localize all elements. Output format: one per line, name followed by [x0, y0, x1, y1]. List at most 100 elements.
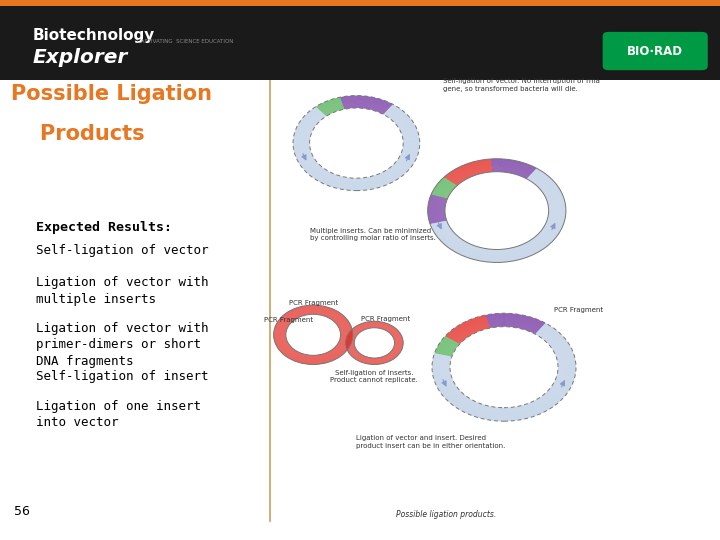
Wedge shape: [328, 352, 334, 360]
Wedge shape: [516, 407, 521, 420]
Wedge shape: [297, 126, 312, 131]
Wedge shape: [343, 97, 348, 109]
Wedge shape: [297, 125, 313, 130]
Wedge shape: [323, 103, 332, 113]
Wedge shape: [356, 355, 362, 360]
Wedge shape: [337, 345, 348, 349]
Wedge shape: [464, 322, 474, 333]
Wedge shape: [513, 247, 518, 260]
Wedge shape: [392, 166, 405, 174]
Wedge shape: [331, 312, 339, 320]
Wedge shape: [388, 354, 395, 359]
Wedge shape: [340, 339, 352, 340]
Wedge shape: [369, 322, 371, 328]
Wedge shape: [341, 330, 352, 332]
Wedge shape: [376, 321, 377, 328]
Wedge shape: [387, 107, 398, 117]
Wedge shape: [542, 329, 555, 339]
Wedge shape: [434, 377, 451, 381]
Wedge shape: [487, 315, 491, 328]
Wedge shape: [350, 351, 358, 355]
Wedge shape: [366, 357, 369, 363]
Wedge shape: [499, 408, 500, 421]
Wedge shape: [548, 203, 565, 205]
Wedge shape: [365, 357, 368, 363]
Wedge shape: [274, 338, 286, 339]
Wedge shape: [453, 241, 464, 251]
Wedge shape: [332, 313, 341, 320]
Wedge shape: [312, 168, 323, 177]
Wedge shape: [508, 313, 509, 327]
Wedge shape: [480, 248, 485, 261]
Wedge shape: [401, 129, 417, 133]
Wedge shape: [358, 96, 359, 108]
Wedge shape: [382, 357, 384, 363]
Wedge shape: [327, 101, 335, 112]
Wedge shape: [435, 187, 451, 193]
Wedge shape: [369, 177, 374, 189]
Wedge shape: [351, 330, 358, 334]
Wedge shape: [341, 332, 353, 333]
Wedge shape: [441, 387, 457, 394]
Wedge shape: [343, 178, 348, 190]
Wedge shape: [347, 348, 356, 350]
Wedge shape: [435, 352, 452, 356]
Wedge shape: [491, 314, 495, 327]
Wedge shape: [385, 325, 390, 330]
Wedge shape: [297, 154, 312, 159]
Wedge shape: [462, 400, 473, 411]
Wedge shape: [543, 330, 557, 339]
Wedge shape: [328, 309, 335, 318]
Wedge shape: [361, 356, 365, 362]
Wedge shape: [556, 352, 573, 356]
Wedge shape: [527, 404, 535, 416]
Wedge shape: [294, 137, 310, 139]
Wedge shape: [397, 120, 412, 126]
Wedge shape: [459, 167, 469, 178]
Wedge shape: [390, 328, 396, 333]
Wedge shape: [401, 154, 417, 158]
Wedge shape: [302, 119, 316, 125]
Wedge shape: [348, 335, 356, 338]
Wedge shape: [355, 354, 361, 359]
Wedge shape: [546, 392, 561, 401]
Wedge shape: [341, 333, 353, 334]
Wedge shape: [336, 177, 342, 188]
Wedge shape: [369, 97, 374, 110]
Wedge shape: [489, 314, 493, 328]
Wedge shape: [352, 178, 354, 191]
Wedge shape: [401, 130, 418, 134]
Wedge shape: [282, 316, 292, 322]
Wedge shape: [356, 354, 361, 360]
Wedge shape: [340, 340, 351, 342]
Wedge shape: [274, 339, 287, 341]
Wedge shape: [362, 356, 366, 362]
Wedge shape: [508, 248, 513, 261]
Wedge shape: [341, 97, 345, 109]
Wedge shape: [429, 218, 446, 220]
Wedge shape: [401, 154, 417, 158]
Wedge shape: [350, 332, 357, 335]
Wedge shape: [299, 123, 314, 129]
Wedge shape: [353, 96, 354, 108]
Wedge shape: [491, 159, 492, 172]
Wedge shape: [546, 333, 560, 342]
Wedge shape: [518, 246, 525, 258]
Wedge shape: [298, 307, 303, 316]
Wedge shape: [399, 157, 414, 163]
Wedge shape: [329, 352, 336, 359]
Wedge shape: [298, 354, 303, 362]
Wedge shape: [295, 353, 301, 361]
Wedge shape: [310, 355, 311, 364]
Wedge shape: [359, 96, 360, 108]
Wedge shape: [518, 406, 524, 419]
Wedge shape: [549, 389, 565, 396]
Wedge shape: [392, 350, 400, 354]
Wedge shape: [534, 174, 546, 184]
Wedge shape: [341, 332, 353, 333]
Wedge shape: [300, 122, 315, 127]
Wedge shape: [397, 119, 411, 125]
Wedge shape: [514, 314, 518, 327]
Wedge shape: [338, 342, 350, 346]
Wedge shape: [351, 329, 359, 334]
